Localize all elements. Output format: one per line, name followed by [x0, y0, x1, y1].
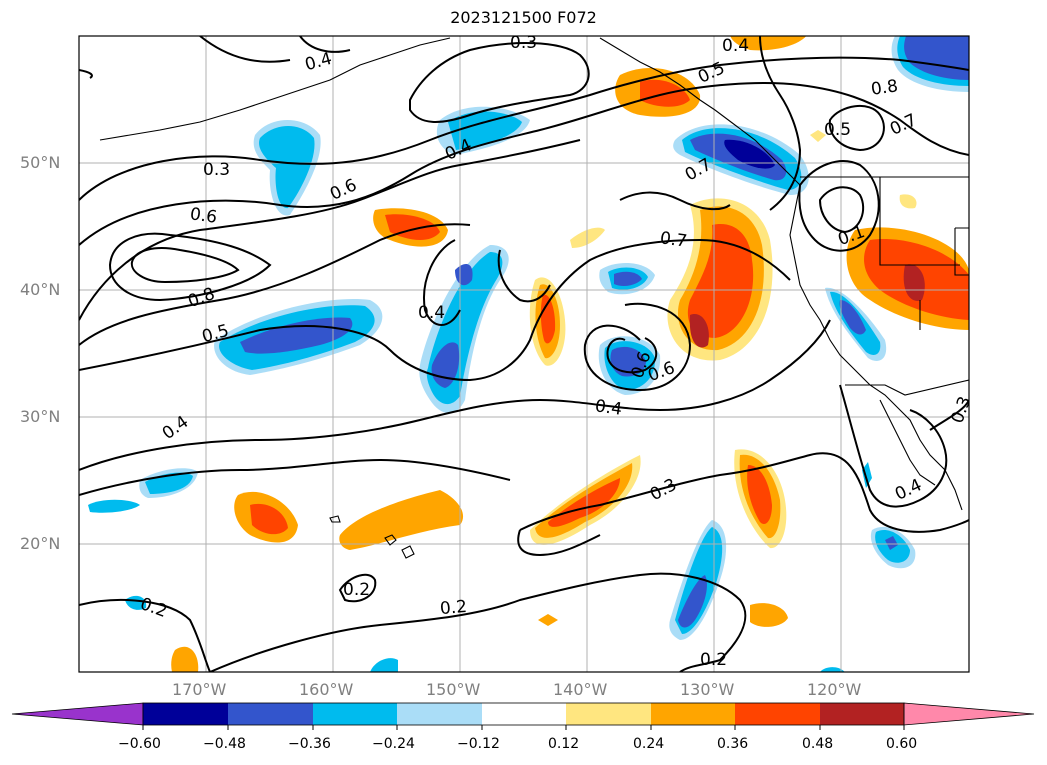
lon-label: 140°W — [553, 680, 608, 699]
colorbar-tick-label: −0.24 — [372, 736, 415, 752]
contour-label: 0.4 — [593, 396, 624, 420]
lon-label: 130°W — [680, 680, 735, 699]
map-title: 2023121500 F072 — [450, 8, 597, 27]
lat-label: 30°N — [20, 407, 61, 426]
lon-label: 160°W — [299, 680, 354, 699]
lat-label: 20°N — [20, 534, 61, 553]
contour-label: 0.4 — [722, 36, 750, 56]
graticule — [79, 36, 969, 672]
colorbar-bin — [735, 703, 820, 725]
colorbar-tick-label: 0.36 — [717, 736, 749, 752]
colorbar-bin — [397, 703, 482, 725]
map-frame — [78, 35, 970, 673]
colorbar-tick-label: 0.60 — [886, 736, 918, 752]
colorbar-bin — [482, 703, 566, 725]
contour-label: 0.3 — [510, 33, 538, 53]
contour-label: 0.2 — [700, 650, 728, 670]
colorbar-tick-label: 0.48 — [802, 736, 834, 752]
colorbar-tick-label: 0.24 — [633, 736, 665, 752]
contour-label: 0.2 — [439, 596, 468, 620]
colorbar-over-triangle — [903, 702, 1035, 726]
contour-label: 0.8 — [869, 76, 900, 100]
colorbar-bin — [228, 703, 313, 725]
contour-label: 0.6 — [188, 204, 219, 228]
coastlines — [99, 37, 969, 559]
contour-label: 0.7 — [658, 228, 689, 252]
colorbar-bin — [820, 703, 904, 725]
shaded-fields — [88, 36, 969, 672]
contour-label: 0.2 — [343, 580, 371, 600]
lat-label: 40°N — [20, 280, 61, 299]
colorbar-tick-label: 0.12 — [548, 736, 580, 752]
colorbar — [11, 702, 1035, 730]
positive-anomaly-areas — [171, 36, 969, 672]
lon-label: 120°W — [807, 680, 862, 699]
colorbar-tick-label: −0.12 — [457, 736, 500, 752]
contour-label: 0.3 — [203, 160, 231, 180]
colorbar-tick-label: −0.48 — [203, 736, 246, 752]
colorbar-bin — [143, 703, 228, 725]
lat-label: 50°N — [20, 153, 61, 172]
colorbar-under-triangle — [11, 702, 144, 726]
lon-label: 170°W — [172, 680, 227, 699]
contour-label: 0.5 — [824, 120, 852, 140]
contour-label: 0.4 — [418, 303, 446, 323]
lon-label: 150°W — [426, 680, 481, 699]
colorbar-bin — [313, 703, 397, 725]
colorbar-tick-label: −0.36 — [288, 736, 331, 752]
colorbar-bin — [566, 703, 651, 725]
colorbar-tick-label: −0.60 — [118, 736, 161, 752]
colorbar-bin — [651, 703, 735, 725]
contour-lines — [79, 36, 969, 672]
